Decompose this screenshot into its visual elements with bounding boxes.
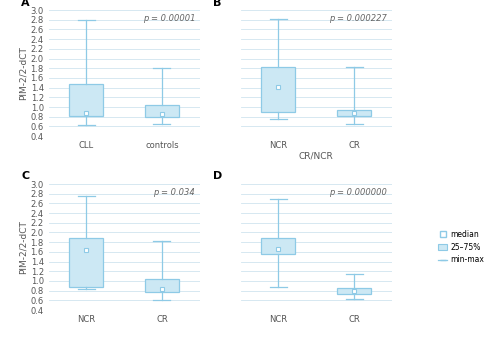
- PathPatch shape: [145, 279, 179, 292]
- Text: B: B: [213, 0, 222, 8]
- Text: p = 0.000227: p = 0.000227: [330, 14, 387, 23]
- Text: D: D: [213, 172, 223, 182]
- Text: p = 0.034: p = 0.034: [154, 188, 195, 197]
- X-axis label: CR/NCR: CR/NCR: [299, 151, 334, 160]
- PathPatch shape: [337, 288, 371, 294]
- Text: p = 0.00001: p = 0.00001: [143, 14, 195, 23]
- Text: C: C: [21, 172, 30, 182]
- PathPatch shape: [337, 111, 371, 116]
- Legend: median, 25–75%, min-max: median, 25–75%, min-max: [436, 228, 486, 266]
- PathPatch shape: [69, 238, 104, 287]
- PathPatch shape: [69, 84, 104, 116]
- PathPatch shape: [261, 238, 295, 254]
- Text: p = 0.000000: p = 0.000000: [330, 188, 387, 197]
- PathPatch shape: [145, 104, 179, 117]
- Y-axis label: PIM-2/2-dCT: PIM-2/2-dCT: [19, 220, 28, 274]
- Text: A: A: [21, 0, 30, 8]
- PathPatch shape: [261, 67, 295, 112]
- Y-axis label: PIM-2/2-dCT: PIM-2/2-dCT: [19, 46, 28, 100]
